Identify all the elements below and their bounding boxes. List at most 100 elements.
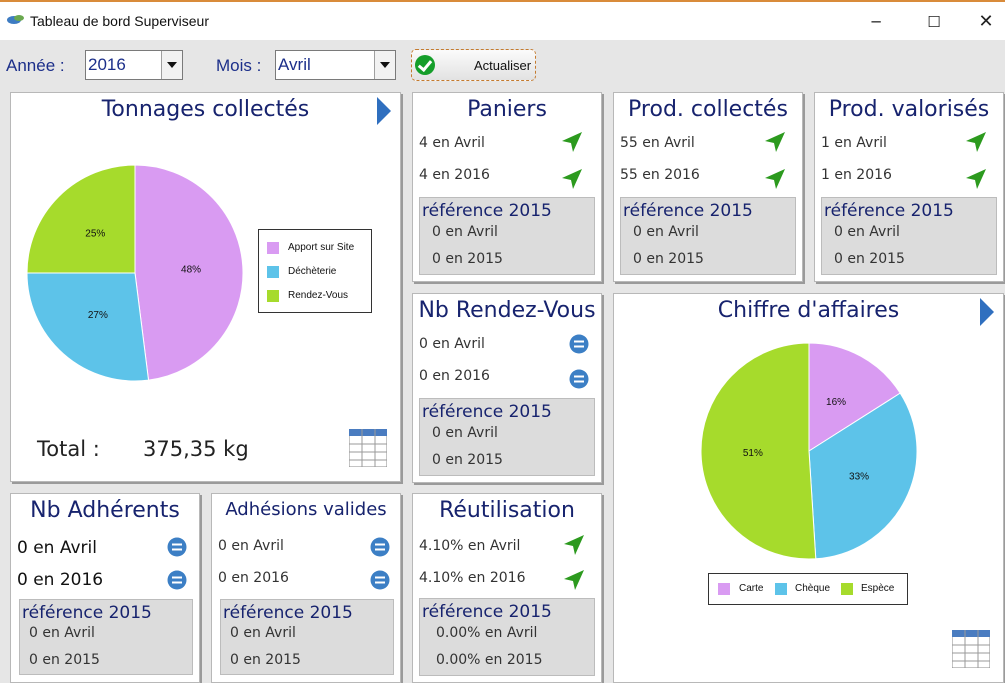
pie-slice-cheque [808, 392, 918, 560]
legend-swatch-decheterie [267, 266, 279, 278]
pie-label-decheterie: 27% [88, 310, 108, 321]
reference-title: référence 2015 [422, 201, 552, 221]
adhesions-panel: Adhésions valides 0 en Avril 0 en 2016 r… [211, 493, 401, 683]
total-label: Total : [37, 437, 100, 461]
adherents-year: 0 en 2016 [17, 570, 104, 590]
tonnages-panel: Tonnages collectés 48% 27% 25% Apport sur … [10, 92, 401, 482]
prod-collectes-panel: Prod. collectés 55 en Avril 55 en 2016 r… [613, 92, 803, 282]
chevron-down-icon[interactable] [161, 51, 182, 79]
paniers-title: Paniers [467, 97, 547, 122]
prod-valorises-year: 1 en 2016 [821, 167, 892, 183]
reference-year: 0 en 2015 [432, 452, 503, 468]
refresh-button[interactable]: Actualiser [411, 49, 536, 81]
reference-year: 0.00% en 2015 [436, 652, 543, 668]
paniers-panel: Paniers 4 en Avril 4 en 2016 référence 2… [412, 92, 602, 282]
reference-month: 0 en Avril [230, 625, 296, 641]
minimize-button[interactable]: ─ [871, 13, 881, 31]
pie-slice-rendez-vous [26, 164, 136, 274]
legend-carte: Carte [739, 583, 764, 594]
green-arrow-icon [562, 169, 582, 189]
check-icon [415, 55, 435, 75]
month-select[interactable]: Avril [275, 50, 396, 80]
tonnages-pie-chart: 48% 27% 25% [26, 164, 244, 382]
chiffre-legend: Carte Chèque Espèce [708, 573, 908, 605]
reutilisation-reference: référence 2015 0.00% en Avril 0.00% en 2… [419, 598, 595, 676]
reference-month: 0 en Avril [633, 224, 699, 240]
pie-slice-espece [700, 342, 817, 560]
month-value: Avril [278, 55, 311, 74]
filter-toolbar: Année : 2016 Mois : Avril Actualiser [0, 40, 1005, 90]
month-label: Mois : [216, 56, 262, 75]
reference-title: référence 2015 [223, 603, 353, 623]
year-label: Année : [6, 56, 65, 75]
prod-collectes-reference: référence 2015 0 en Avril 0 en 2015 [620, 197, 796, 275]
reference-year: 0 en 2015 [834, 251, 905, 267]
pie-slice-carte [808, 342, 901, 452]
reference-year: 0 en 2015 [230, 652, 301, 668]
rendez-vous-month: 0 en Avril [419, 336, 485, 352]
reference-title: référence 2015 [422, 402, 552, 422]
legend-swatch-apport [267, 242, 279, 254]
equal-icon [167, 570, 187, 590]
pie-slice-apport [134, 164, 244, 381]
maximize-button[interactable]: ☐ [927, 13, 941, 31]
pie-label-carte: 16% [826, 397, 846, 408]
reutilisation-panel: Réutilisation 4.10% en Avril 4.10% en 20… [412, 493, 602, 683]
legend-swatch-carte [718, 583, 730, 595]
pie-label-apport: 48% [181, 264, 201, 275]
next-arrow-icon[interactable] [377, 97, 391, 125]
reference-title: référence 2015 [22, 603, 152, 623]
adhesions-reference: référence 2015 0 en Avril 0 en 2015 [220, 599, 394, 675]
pie-label-rendez-vous: 25% [85, 228, 105, 239]
reference-title: référence 2015 [824, 201, 954, 221]
paniers-reference: référence 2015 0 en Avril 0 en 2015 [419, 197, 595, 275]
title-bar: Tableau de bord Superviseur ─ ☐ ✕ [0, 0, 1005, 40]
table-icon[interactable] [349, 429, 387, 467]
app-icon [7, 15, 24, 24]
equal-icon [370, 570, 390, 590]
reutilisation-year: 4.10% en 2016 [419, 570, 526, 586]
reference-month: 0.00% en Avril [436, 625, 538, 641]
reference-year: 0 en 2015 [633, 251, 704, 267]
pie-label-espece: 51% [743, 448, 763, 459]
green-arrow-icon [562, 132, 582, 152]
prod-valorises-title: Prod. valorisés [828, 97, 990, 122]
chiffre-title: Chiffre d'affaires [717, 298, 900, 323]
legend-swatch-rendez-vous [267, 290, 279, 302]
prod-collectes-month: 55 en Avril [620, 135, 695, 151]
equal-icon [569, 369, 589, 389]
window-title: Tableau de bord Superviseur [30, 13, 210, 29]
prod-valorises-panel: Prod. valorisés 1 en Avril 1 en 2016 réf… [814, 92, 1004, 282]
close-button[interactable]: ✕ [978, 11, 994, 32]
reference-year: 0 en 2015 [432, 251, 503, 267]
adherents-title: Nb Adhérents [30, 498, 180, 523]
next-arrow-icon[interactable] [980, 298, 994, 326]
adhesions-month: 0 en Avril [218, 538, 284, 554]
prod-valorises-reference: référence 2015 0 en Avril 0 en 2015 [821, 197, 997, 275]
green-arrow-icon [564, 570, 584, 590]
green-arrow-icon [966, 169, 986, 189]
rendez-vous-reference: référence 2015 0 en Avril 0 en 2015 [419, 398, 595, 476]
adherents-reference: référence 2015 0 en Avril 0 en 2015 [19, 599, 193, 675]
reference-title: référence 2015 [422, 602, 552, 622]
reference-month: 0 en Avril [432, 224, 498, 240]
legend-cheque: Chèque [795, 583, 831, 594]
adherents-panel: Nb Adhérents 0 en Avril 0 en 2016 référe… [10, 493, 200, 683]
year-value: 2016 [88, 55, 126, 74]
green-arrow-icon [564, 535, 584, 555]
pie-label-cheque: 33% [849, 471, 869, 482]
rendez-vous-panel: Nb Rendez-Vous 0 en Avril 0 en 2016 réfé… [412, 293, 602, 483]
reference-month: 0 en Avril [432, 425, 498, 441]
legend-apport: Apport sur Site [288, 242, 355, 253]
chevron-down-icon[interactable] [374, 51, 395, 79]
table-icon[interactable] [952, 630, 990, 668]
tonnages-legend: Apport sur Site Déchèterie Rendez-Vous [258, 229, 372, 313]
paniers-month: 4 en Avril [419, 135, 485, 151]
reference-title: référence 2015 [623, 201, 753, 221]
green-arrow-icon [765, 169, 785, 189]
green-arrow-icon [765, 132, 785, 152]
prod-collectes-year: 55 en 2016 [620, 167, 700, 183]
year-select[interactable]: 2016 [85, 50, 183, 80]
reference-month: 0 en Avril [834, 224, 900, 240]
refresh-label: Actualiser [474, 58, 532, 73]
